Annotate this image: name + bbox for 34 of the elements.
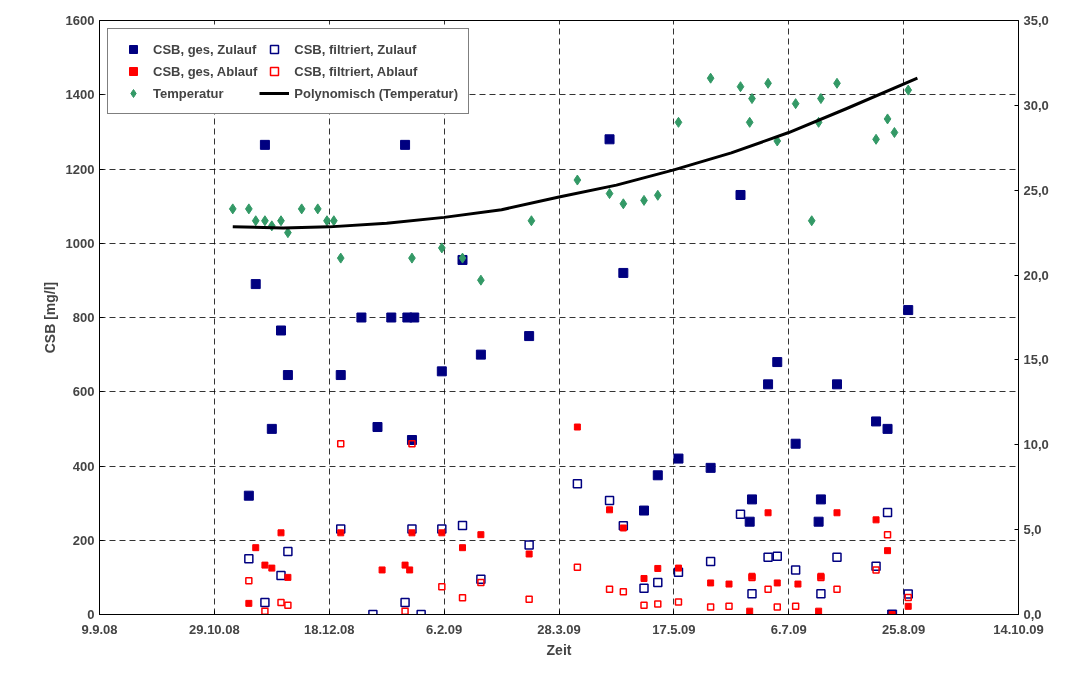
legend-label: CSB, ges, Zulauf bbox=[153, 41, 257, 57]
legend-label: Polynomisch (Temperatur) bbox=[294, 85, 458, 101]
y-axis-title: CSB [mg/l] bbox=[41, 281, 58, 354]
y-tick-label: 1600 bbox=[65, 13, 95, 28]
y-tick-label: 1400 bbox=[65, 87, 95, 103]
x-tick-label: 6.7.09 bbox=[770, 621, 807, 637]
x-tick-label: 14.10.09 bbox=[993, 621, 1044, 637]
y-tick-label: 0 bbox=[87, 607, 95, 622]
y-tick-label: 1000 bbox=[65, 235, 95, 251]
y2-tick-label: 35,0 bbox=[1023, 13, 1049, 28]
x-tick-label: 17.5.09 bbox=[652, 621, 696, 637]
y-tick-label: 1200 bbox=[65, 161, 95, 177]
x-tick-label: 9.9.08 bbox=[81, 621, 118, 637]
y-tick-label: 600 bbox=[72, 384, 95, 400]
y2-tick-label: 5,0 bbox=[1023, 522, 1042, 538]
x-tick-label: 29.10.08 bbox=[189, 621, 240, 637]
y-tick-label: 800 bbox=[72, 310, 95, 325]
legend-label: CSB, filtriert, Ablauf bbox=[294, 63, 418, 79]
y2-tick-label: 30,0 bbox=[1023, 97, 1049, 113]
y2-tick-label: 0,0 bbox=[1023, 607, 1042, 622]
y-tick-label: 200 bbox=[72, 532, 95, 548]
legend-label: CSB, ges, Ablauf bbox=[153, 63, 258, 79]
y-tick-label: 400 bbox=[72, 458, 95, 474]
legend-label: Temperatur bbox=[153, 85, 224, 101]
x-tick-label: 25.8.09 bbox=[881, 621, 926, 637]
x-axis-title: Zeit bbox=[546, 641, 572, 658]
y2-tick-label: 20,0 bbox=[1023, 267, 1049, 283]
y2-tick-label: 15,0 bbox=[1023, 352, 1049, 368]
y2-tick-label: 25,0 bbox=[1023, 182, 1049, 198]
legend-label: CSB, filtriert, Zulauf bbox=[294, 41, 417, 57]
x-tick-label: 28.3.09 bbox=[537, 621, 581, 637]
x-tick-label: 18.12.08 bbox=[303, 621, 355, 637]
x-tick-label: 6.2.09 bbox=[426, 621, 463, 637]
y2-tick-label: 10,0 bbox=[1023, 437, 1049, 453]
